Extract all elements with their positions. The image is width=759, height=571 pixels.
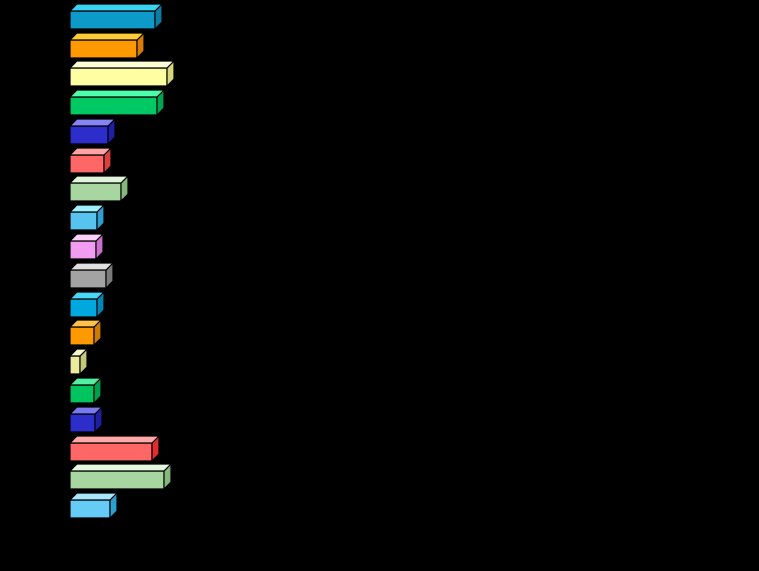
bar-2[interactable] bbox=[68, 31, 147, 66]
bar-top-face bbox=[68, 60, 176, 69]
bar-13[interactable] bbox=[68, 347, 90, 382]
bar-8[interactable] bbox=[68, 203, 107, 238]
bar-top-face bbox=[68, 118, 117, 127]
bar-top-face bbox=[68, 32, 146, 41]
bar-top-face bbox=[68, 319, 103, 328]
bar-front-face bbox=[69, 96, 158, 116]
bar-top-face bbox=[68, 348, 89, 357]
bar-9[interactable] bbox=[68, 232, 106, 267]
bar-top-face bbox=[68, 204, 106, 213]
bar-top-face bbox=[68, 291, 106, 300]
bar-top-face bbox=[68, 463, 173, 472]
bar-top-face bbox=[68, 492, 119, 501]
bar-top-face bbox=[68, 262, 115, 271]
bar-top-face bbox=[68, 233, 105, 242]
bar-front-face bbox=[69, 470, 165, 490]
bar-front-face bbox=[69, 154, 105, 174]
bar-16[interactable] bbox=[68, 434, 162, 469]
bar-14[interactable] bbox=[68, 376, 104, 411]
bar-top-face bbox=[68, 147, 113, 156]
bar-top-face bbox=[68, 377, 103, 386]
bar-top-face bbox=[68, 3, 164, 12]
bar-4[interactable] bbox=[68, 88, 167, 123]
bar-17[interactable] bbox=[68, 462, 174, 497]
bar-12[interactable] bbox=[68, 318, 104, 353]
bar-front-face bbox=[69, 413, 96, 433]
bar-front-face bbox=[69, 499, 111, 519]
bar-front-face bbox=[69, 384, 95, 404]
bar-top-face bbox=[68, 435, 161, 444]
bar-front-face bbox=[69, 10, 156, 30]
bar-front-face bbox=[69, 442, 153, 462]
bar-front-face bbox=[69, 326, 95, 346]
bar-15[interactable] bbox=[68, 405, 105, 440]
bar-top-face bbox=[68, 175, 130, 184]
bar-front-face bbox=[69, 211, 98, 231]
bar-front-face bbox=[69, 298, 98, 318]
bar-front-face bbox=[69, 125, 109, 145]
bar-front-face bbox=[69, 182, 122, 202]
bar-top-face bbox=[68, 406, 104, 415]
bar-top-face bbox=[68, 89, 166, 98]
bar-front-face bbox=[69, 39, 138, 59]
bar-18[interactable] bbox=[68, 491, 120, 526]
bar-3[interactable] bbox=[68, 59, 177, 94]
bar-1[interactable] bbox=[68, 2, 165, 37]
bar-front-face bbox=[69, 67, 168, 87]
bar-6[interactable] bbox=[68, 146, 114, 181]
bar-front-face bbox=[69, 355, 81, 375]
bar-10[interactable] bbox=[68, 261, 116, 296]
bar-5[interactable] bbox=[68, 117, 118, 152]
bar-front-face bbox=[69, 240, 97, 260]
bar-front-face bbox=[69, 269, 107, 289]
bar-11[interactable] bbox=[68, 290, 107, 325]
bar-7[interactable] bbox=[68, 174, 131, 209]
